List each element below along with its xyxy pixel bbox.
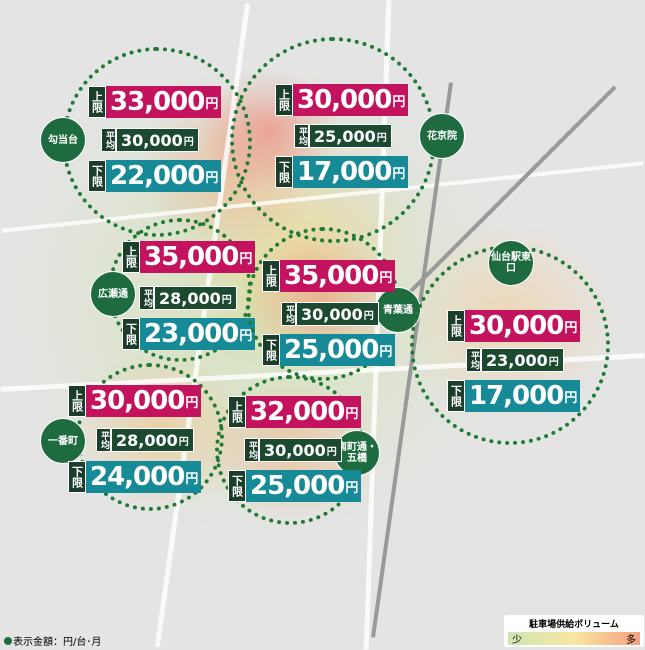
upper-value: 32,000 xyxy=(250,397,345,427)
currency: 円 xyxy=(564,390,577,406)
upper-value: 35,000 xyxy=(144,242,239,272)
currency: 円 xyxy=(564,320,577,336)
average-price: 平均 30,000 円 xyxy=(281,302,379,326)
currency: 円 xyxy=(548,356,559,368)
average-price: 平均 30,000 円 xyxy=(101,128,199,152)
lower-price: 下限 24,000 円 xyxy=(68,461,202,493)
avg-tag: 平均 xyxy=(139,286,154,310)
avg-tag: 平均 xyxy=(96,428,111,452)
lower-tag: 下限 xyxy=(122,318,140,350)
currency: 円 xyxy=(379,270,392,286)
avg-value: 25,000 xyxy=(314,126,376,146)
upper-tag: 上限 xyxy=(262,260,280,292)
upper-price: 上限 35,000 円 xyxy=(262,260,396,292)
upper-tag: 上限 xyxy=(88,86,106,118)
avg-tag: 平均 xyxy=(281,302,296,326)
currency: 円 xyxy=(345,480,358,496)
currency: 円 xyxy=(178,436,189,448)
currency: 円 xyxy=(205,96,218,112)
upper-tag: 上限 xyxy=(275,84,293,116)
upper-value: 33,000 xyxy=(110,87,205,117)
currency: 円 xyxy=(183,136,194,148)
lower-value: 22,000 xyxy=(110,161,205,191)
lower-value: 17,000 xyxy=(297,157,392,187)
area-label: 一番町 xyxy=(40,418,86,464)
legend-title: 駐車場供給ボリューム xyxy=(529,620,619,630)
upper-tag: 上限 xyxy=(68,385,86,417)
currency: 円 xyxy=(376,132,387,144)
avg-tag: 平均 xyxy=(101,128,116,152)
area-label: 仙台駅東口 xyxy=(488,240,534,286)
lower-price: 下限 23,000 円 xyxy=(122,318,256,350)
avg-value: 30,000 xyxy=(264,440,326,460)
currency: 円 xyxy=(239,328,252,344)
legend-gradient: 少多 xyxy=(508,632,640,646)
lower-tag: 下限 xyxy=(228,470,246,502)
currency: 円 xyxy=(185,471,198,487)
lower-value: 23,000 xyxy=(144,319,239,349)
average-price: 平均 30,000 円 xyxy=(244,438,342,462)
note-text: 表示金額：円/台･月 xyxy=(13,637,102,648)
upper-value: 35,000 xyxy=(284,261,379,291)
average-price: 平均 23,000 円 xyxy=(466,348,564,372)
lower-price: 下限 25,000 円 xyxy=(228,470,362,502)
currency: 円 xyxy=(205,170,218,186)
avg-value: 30,000 xyxy=(301,304,363,324)
lower-value: 25,000 xyxy=(284,335,379,365)
avg-value: 30,000 xyxy=(121,130,183,150)
avg-value: 28,000 xyxy=(116,430,178,450)
upper-price: 上限 32,000 円 xyxy=(228,396,362,428)
average-price: 平均 28,000 円 xyxy=(139,286,237,310)
avg-tag: 平均 xyxy=(294,124,309,148)
upper-price: 上限 30,000 円 xyxy=(447,310,581,342)
legend-low: 少 xyxy=(512,635,522,646)
currency: 円 xyxy=(221,294,232,306)
currency: 円 xyxy=(185,395,198,411)
currency: 円 xyxy=(392,94,405,110)
average-price: 平均 25,000 円 xyxy=(294,124,392,148)
avg-value: 23,000 xyxy=(486,350,548,370)
upper-price: 上限 30,000 円 xyxy=(68,385,202,417)
upper-price: 上限 33,000 円 xyxy=(88,86,222,118)
average-price: 平均 28,000 円 xyxy=(96,428,194,452)
currency: 円 xyxy=(379,344,392,360)
avg-value: 28,000 xyxy=(159,288,221,308)
avg-tag: 平均 xyxy=(244,438,259,462)
lower-tag: 下限 xyxy=(275,156,293,188)
lower-tag: 下限 xyxy=(262,334,280,366)
bullet-icon xyxy=(4,637,12,645)
area-label: 勾当台 xyxy=(40,117,86,163)
lower-price: 下限 22,000 円 xyxy=(88,160,222,192)
currency: 円 xyxy=(326,446,337,458)
currency: 円 xyxy=(363,310,374,322)
legend: 駐車場供給ボリューム 少多 xyxy=(504,615,644,647)
upper-price: 上限 30,000 円 xyxy=(275,84,409,116)
avg-tag: 平均 xyxy=(466,348,481,372)
upper-tag: 上限 xyxy=(447,310,465,342)
lower-value: 24,000 xyxy=(90,462,185,492)
lower-tag: 下限 xyxy=(68,461,86,493)
area-label: 花京院 xyxy=(419,113,465,159)
upper-tag: 上限 xyxy=(228,396,246,428)
lower-price: 下限 25,000 円 xyxy=(262,334,396,366)
currency: 円 xyxy=(392,166,405,182)
lower-tag: 下限 xyxy=(88,160,106,192)
upper-value: 30,000 xyxy=(469,311,564,341)
lower-price: 下限 17,000 円 xyxy=(447,380,581,412)
legend-high: 多 xyxy=(626,635,636,646)
upper-value: 30,000 xyxy=(297,85,392,115)
upper-price: 上限 35,000 円 xyxy=(122,241,256,273)
upper-value: 30,000 xyxy=(90,386,185,416)
lower-value: 17,000 xyxy=(469,381,564,411)
upper-tag: 上限 xyxy=(122,241,140,273)
price-unit-note: 表示金額：円/台･月 xyxy=(4,633,101,648)
currency: 円 xyxy=(239,251,252,267)
lower-value: 25,000 xyxy=(250,471,345,501)
lower-price: 下限 17,000 円 xyxy=(275,156,409,188)
lower-tag: 下限 xyxy=(447,380,465,412)
currency: 円 xyxy=(345,406,358,422)
area-label: 広瀬通 xyxy=(90,271,136,317)
